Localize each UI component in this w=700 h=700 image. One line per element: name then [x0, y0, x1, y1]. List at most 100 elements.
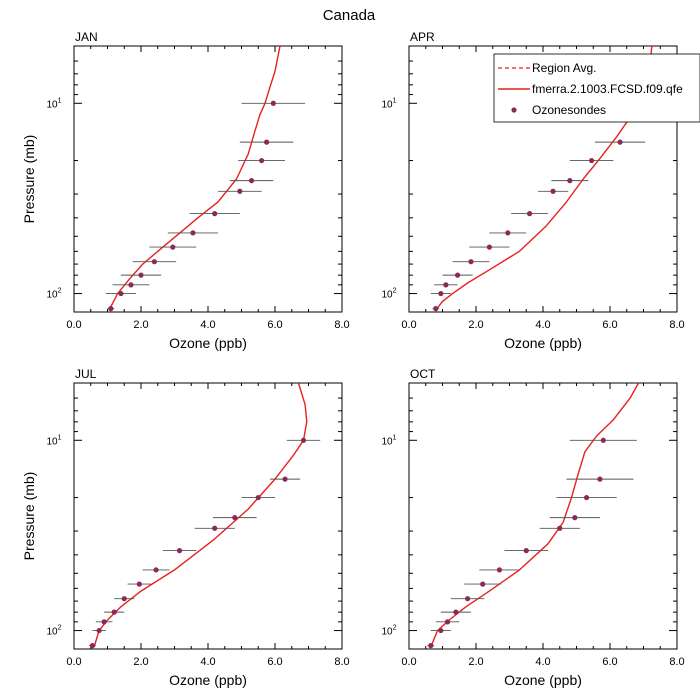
x-tick-label: 4.0: [535, 319, 550, 331]
x-axis-label: Ozone (ppb): [169, 335, 247, 351]
legend-box: [493, 53, 700, 123]
sonde-point: [443, 282, 449, 288]
panel-title: JUL: [75, 367, 97, 381]
sonde-point: [89, 643, 96, 649]
y-tick-exponent: 2: [393, 625, 397, 632]
x-tick-label: 2.0: [133, 656, 148, 668]
sonde-point: [237, 188, 243, 194]
y-tick-base: 10: [46, 436, 58, 447]
sonde-point: [453, 609, 459, 615]
sonde-point: [444, 619, 451, 625]
sonde-point: [282, 476, 288, 482]
sonde-point: [505, 230, 511, 236]
y-tick-base: 10: [381, 627, 393, 638]
x-axis-label: Ozone (ppb): [504, 335, 582, 351]
x-tick-label: 0.0: [66, 656, 81, 668]
x-tick-label: 0.0: [66, 319, 81, 331]
y-tick-label: 102: [381, 625, 396, 638]
sonde-point: [486, 244, 492, 250]
panel-title: OCT: [410, 367, 436, 381]
y-tick-base: 10: [381, 436, 393, 447]
x-tick-label: 6.0: [602, 656, 617, 668]
legend-label: Region Avg.: [532, 61, 597, 75]
y-tick-base: 10: [381, 290, 393, 301]
sonde-point: [128, 282, 134, 288]
legend-label: fmerra.2.1003.FCSD.f09.qfe: [532, 82, 683, 96]
x-tick-label: 8.0: [669, 319, 684, 331]
y-tick-exponent: 2: [393, 288, 397, 295]
sonde-point: [136, 581, 142, 587]
plot-frame: [73, 45, 343, 313]
sonde-point: [300, 437, 307, 443]
sonde-point: [433, 306, 439, 312]
x-tick-label: 8.0: [334, 656, 349, 668]
x-tick-label: 2.0: [133, 319, 148, 331]
plot-frame: [408, 382, 678, 650]
sonde-point: [176, 548, 183, 554]
panels-container: JAN 0.0 2.0 4.0 6.0 8.0 Ozone (ppb) Pressure (m…: [21, 30, 685, 688]
x-tick-label: 4.0: [535, 656, 550, 668]
sonde-point: [583, 494, 590, 501]
sonde-point: [480, 581, 486, 587]
model-line: [108, 45, 281, 311]
sonde-point: [170, 244, 176, 250]
sonde-point: [259, 157, 265, 164]
y-tick-label: 101: [381, 97, 396, 110]
sonde-point: [121, 596, 127, 602]
y-tick-base: 10: [46, 99, 58, 110]
sonde-point: [438, 290, 444, 297]
sonde-point: [232, 515, 238, 521]
sonde-point: [248, 178, 255, 184]
sonde-point: [527, 211, 533, 217]
x-tick-label: 0.0: [401, 319, 416, 331]
panel-title: JAN: [75, 30, 98, 44]
sonde-point: [572, 515, 578, 521]
sonde-point: [550, 188, 556, 194]
y-tick-base: 10: [46, 290, 58, 301]
sonde-point: [96, 627, 102, 634]
x-tick-label: 4.0: [200, 319, 215, 331]
x-tick-label: 6.0: [267, 656, 282, 668]
y-tick-label: 102: [46, 288, 61, 301]
sonde-point: [428, 643, 434, 649]
panel-title: APR: [410, 30, 435, 44]
sonde-point: [101, 619, 107, 625]
sonde-point: [557, 525, 563, 531]
sonde-point: [454, 272, 461, 278]
x-axis-label: Ozone (ppb): [169, 672, 247, 688]
sonde-point: [588, 157, 595, 164]
y-tick-label: 101: [46, 97, 61, 110]
panel-jan: JAN 0.0 2.0 4.0 6.0 8.0 Ozone (ppb) Pressure (m…: [21, 30, 350, 351]
x-tick-label: 2.0: [468, 656, 483, 668]
sonde-point: [111, 609, 117, 615]
sonde-point: [264, 139, 270, 145]
legend: Region Avg. fmerra.2.1003.FCSD.f09.qfe Ozo…: [493, 53, 700, 123]
x-tick-label: 8.0: [334, 319, 349, 331]
y-tick-label: 101: [46, 434, 61, 447]
y-tick-exponent: 1: [393, 97, 397, 104]
sonde-point: [468, 259, 474, 265]
sonde-point: [108, 306, 114, 312]
x-tick-label: 6.0: [602, 319, 617, 331]
sonde-point: [212, 525, 218, 531]
plot-frame: [73, 382, 343, 650]
y-tick-label: 101: [381, 434, 396, 447]
legend-label: Ozonesondes: [532, 103, 606, 117]
y-tick-label: 102: [381, 288, 396, 301]
legend-marker-sample: [511, 107, 517, 113]
sonde-point: [597, 476, 603, 482]
y-tick-label: 102: [46, 625, 61, 638]
y-axis-label: Pressure (mb): [21, 472, 37, 561]
y-tick-base: 10: [46, 627, 58, 638]
y-tick-base: 10: [381, 99, 393, 110]
y-tick-exponent: 2: [58, 625, 62, 632]
sonde-point: [270, 100, 276, 106]
sonde-point: [153, 567, 159, 573]
sonde-point: [438, 627, 444, 634]
panel-jul: JUL 0.0 2.0 4.0 6.0 8.0 Ozone (ppb) Pressure (m…: [21, 367, 350, 688]
y-axis-label: Pressure (mb): [21, 135, 37, 224]
figure-title: Canada: [323, 7, 376, 24]
sonde-point: [600, 437, 606, 443]
